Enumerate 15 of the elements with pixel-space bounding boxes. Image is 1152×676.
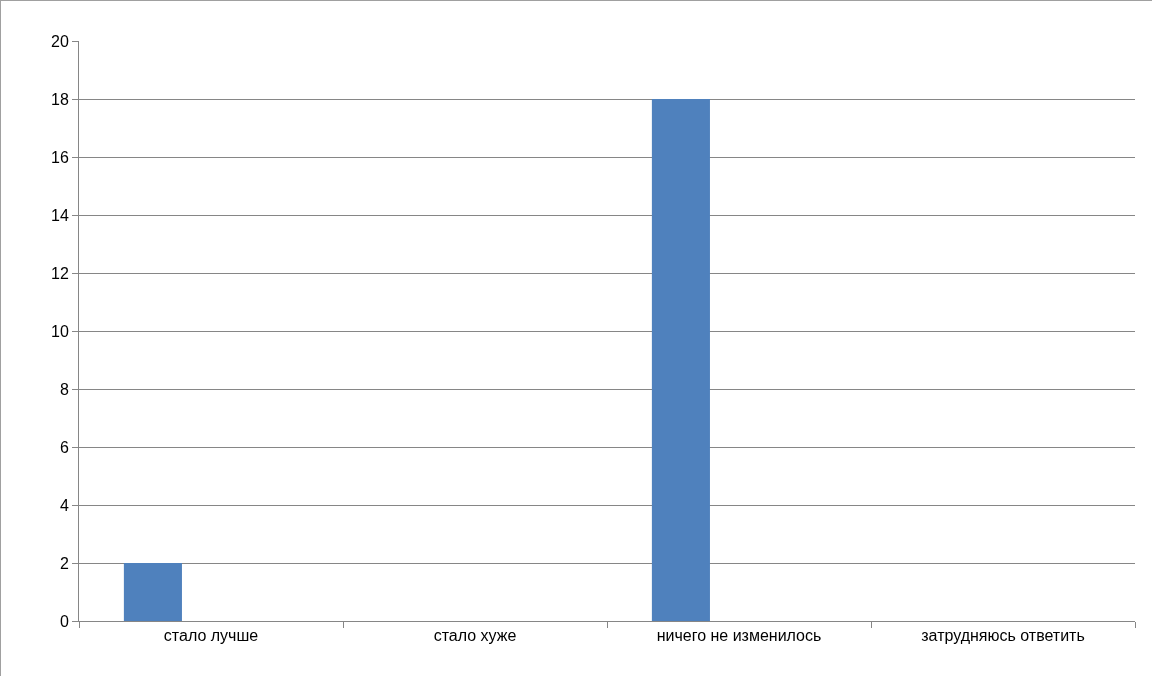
x-tick-label: стало лучше xyxy=(163,627,259,645)
x-tick-label: ничего не изменилось xyxy=(656,627,822,645)
y-tick-label: 2 xyxy=(59,554,69,572)
y-tick-label: 4 xyxy=(59,496,69,514)
y-tick-label: 20 xyxy=(51,32,69,50)
x-tick-label: затрудняюсь ответить xyxy=(921,627,1085,645)
y-tick-label: 8 xyxy=(59,380,69,398)
y-tick-label: 0 xyxy=(59,612,69,630)
x-tick-label: стало хуже xyxy=(433,627,517,645)
y-tick-label: 10 xyxy=(51,322,69,340)
y-tick-label: 18 xyxy=(51,90,69,108)
y-tick-label: 16 xyxy=(51,148,69,166)
y-tick-label: 12 xyxy=(51,264,69,282)
y-tick-label: 6 xyxy=(59,438,69,456)
y-tick-label: 14 xyxy=(51,206,69,224)
